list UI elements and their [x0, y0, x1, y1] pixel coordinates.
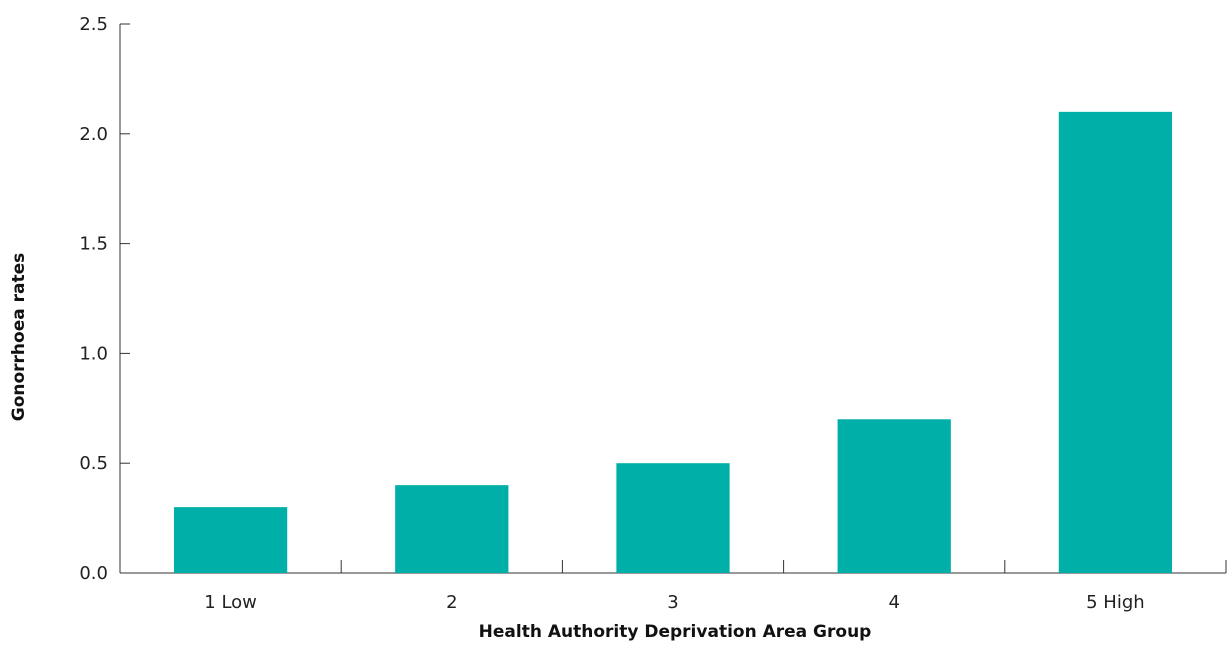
x-tick-label: 5 High [1086, 592, 1145, 613]
x-tick-label: 2 [446, 592, 457, 613]
y-tick-label: 1.0 [79, 343, 108, 364]
y-axis: 0.0 0.5 1.0 1.5 2.0 2.5 [79, 14, 130, 584]
x-axis: 1 Low 2 3 4 5 High [119, 560, 1227, 613]
bar [395, 485, 509, 573]
bar [1058, 111, 1173, 573]
bars [173, 111, 1173, 573]
y-tick-label: 0.0 [79, 563, 108, 584]
bar [173, 507, 288, 573]
bar [837, 419, 951, 573]
y-tick-label: 2.5 [79, 14, 108, 35]
x-tick-label: 4 [888, 592, 899, 613]
bar [616, 463, 730, 573]
y-tick-label: 0.5 [79, 453, 108, 474]
x-tick-label: 1 Low [204, 592, 257, 613]
x-axis-title: Health Authority Deprivation Area Group [479, 622, 872, 642]
y-axis-title: Gonorrhoea rates [9, 253, 29, 422]
y-tick-label: 2.0 [79, 124, 108, 145]
x-tick-label: 3 [667, 592, 678, 613]
y-tick-label: 1.5 [79, 234, 108, 255]
